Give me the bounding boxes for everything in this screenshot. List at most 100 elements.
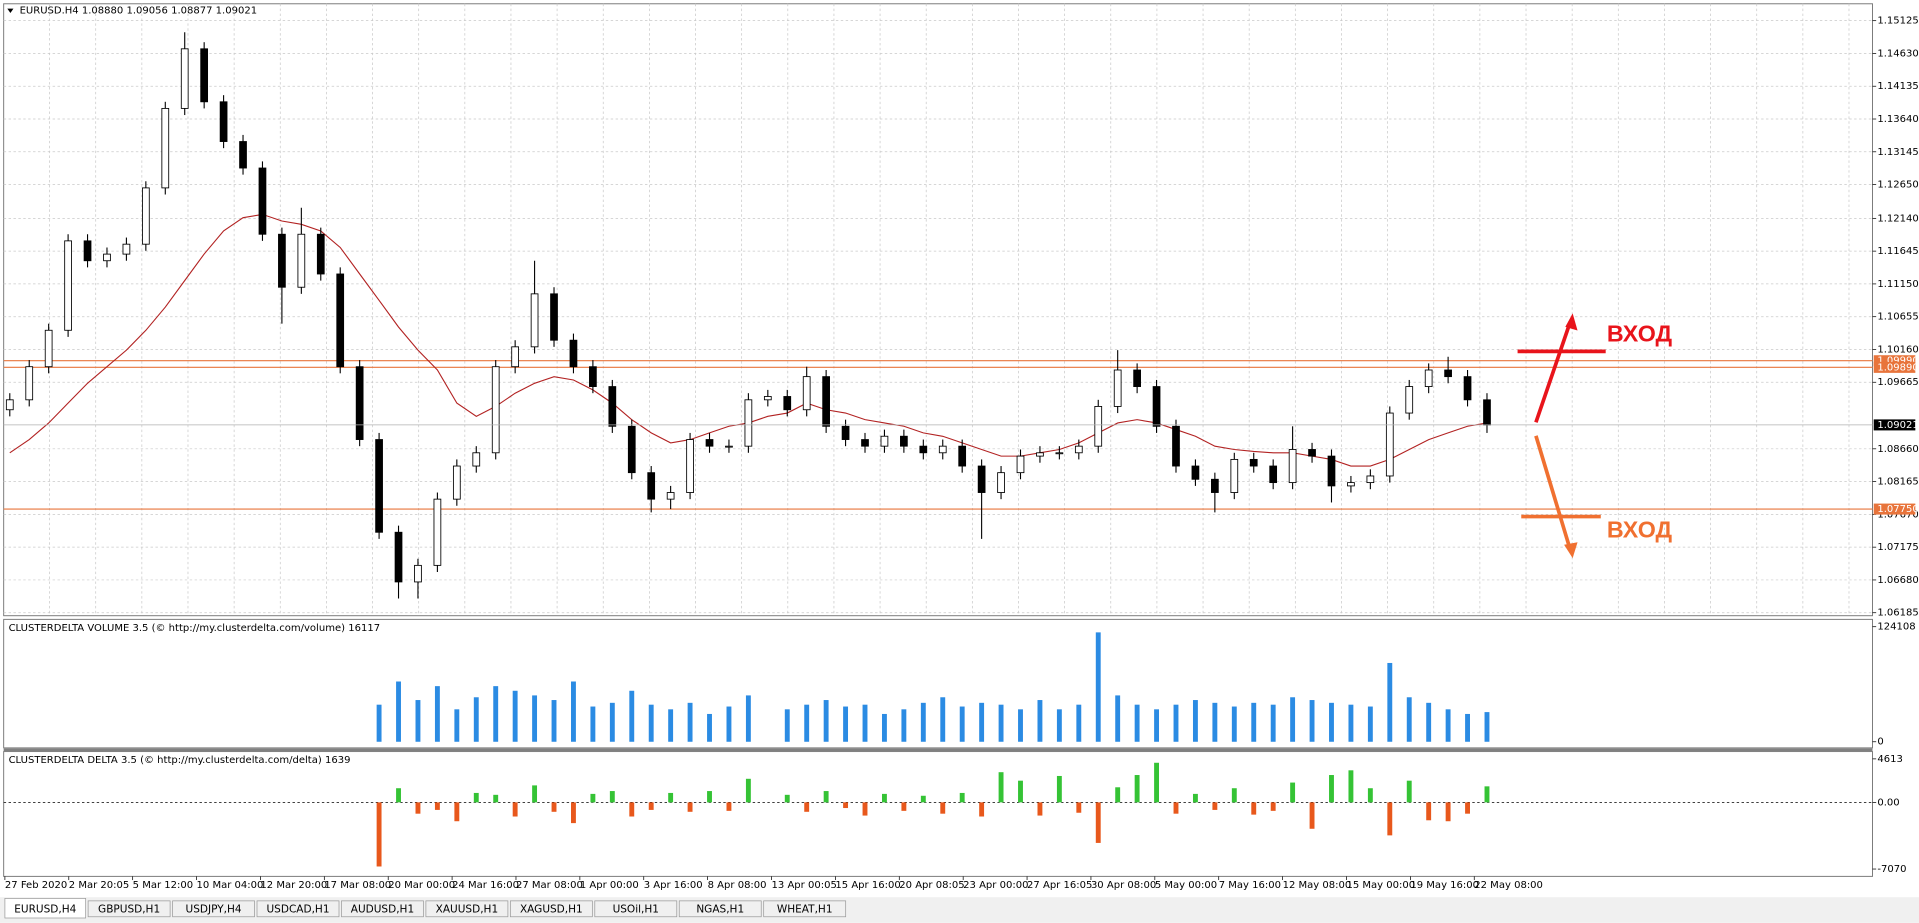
indicator-bar	[648, 704, 654, 742]
candle-body	[919, 445, 928, 454]
indicator-bar	[804, 802, 810, 812]
indicator-bar	[1387, 662, 1393, 742]
candle-body	[608, 386, 617, 427]
delta-title: CLUSTERDELTA DELTA 3.5 (© http://my.clus…	[9, 755, 351, 766]
x-tick-label: 3 Apr 16:00	[644, 880, 703, 891]
symbol-tab[interactable]: EURUSD,H4	[4, 898, 87, 919]
y-tick-label: 1.12650	[1877, 180, 1918, 191]
indicator-bar	[1056, 709, 1062, 742]
arrow-head	[1565, 313, 1578, 331]
candle-body	[1191, 465, 1200, 480]
indicator-bar	[1173, 802, 1179, 814]
indicator-bar	[784, 709, 790, 742]
candle-body	[1424, 369, 1433, 387]
indicator-bar	[1115, 695, 1121, 742]
indicator-bar	[590, 706, 596, 742]
indicator-bar	[1445, 709, 1451, 742]
x-tick-label: 17 Mar 08:00	[324, 880, 391, 891]
candle-body	[705, 439, 714, 447]
indicator-bar	[823, 700, 829, 742]
tab-background	[172, 900, 255, 918]
candle-body	[802, 376, 811, 411]
symbol-tab[interactable]: USOil,H1	[594, 900, 678, 918]
indicator-bar	[1134, 775, 1140, 803]
y-tick-label: 1.07175	[1877, 542, 1918, 553]
indicator-bar	[920, 795, 926, 803]
indicator-bar	[1484, 712, 1490, 742]
indicator-bar	[1076, 802, 1082, 813]
x-tick-label: 5 Mar 12:00	[133, 880, 194, 891]
indicator-bar	[376, 802, 382, 867]
symbol-tab[interactable]: WHEAT,H1	[763, 900, 847, 918]
indicator-bar	[532, 785, 538, 803]
indicator-bar	[920, 702, 926, 742]
indicator-bar	[1309, 802, 1315, 829]
indicator-bar	[1406, 697, 1412, 742]
collapse-icon	[7, 8, 14, 13]
candle-body	[433, 498, 442, 566]
symbol-tab[interactable]: USDJPY,H4	[172, 900, 255, 918]
symbol-tab[interactable]: XAUUSD,H1	[425, 900, 509, 918]
y-tick-label: 1.11150	[1877, 279, 1918, 290]
candle-body	[1016, 455, 1025, 474]
indicator-bar	[629, 690, 635, 742]
x-tick-label: 27 Mar 08:00	[516, 880, 583, 891]
candle-body	[589, 366, 597, 387]
indicator-bar	[979, 802, 985, 817]
candle-body	[1249, 458, 1258, 467]
indicator-bar	[590, 793, 596, 803]
candle-body	[219, 101, 228, 142]
candle-body	[1152, 386, 1161, 427]
symbol-tab[interactable]: XAGUSD,H1	[509, 900, 593, 918]
price-level-tag	[1873, 361, 1916, 373]
y-tick-label: 0	[1877, 737, 1883, 748]
entry-arrow	[1534, 435, 1572, 551]
symbol-tab[interactable]: NGAS,H1	[678, 900, 762, 918]
indicator-bar	[1231, 788, 1237, 803]
tab-background	[594, 900, 678, 918]
indicator-bar	[1231, 706, 1237, 742]
chart-info: EURUSD.H4 1.08880 1.09056 1.08877 1.0902…	[20, 6, 258, 17]
tab-label: USDCAD,H1	[266, 903, 329, 915]
indicator-bar	[998, 704, 1004, 742]
candle-body	[1074, 445, 1083, 454]
y-tick-label: 1.06185	[1877, 608, 1918, 619]
symbol-tab[interactable]: AUDUSD,H1	[341, 900, 424, 918]
symbol-tab[interactable]: USDCAD,H1	[256, 900, 340, 918]
y-tick-label: 1.13640	[1877, 114, 1918, 125]
indicator-bar	[454, 802, 460, 822]
candle-body	[491, 366, 500, 454]
candle-body	[997, 472, 1005, 493]
x-tick-label: 20 Apr 08:05	[899, 880, 964, 891]
arrow-head	[1564, 542, 1578, 559]
volume-panel-frame	[3, 618, 1873, 749]
indicator-bar	[707, 791, 712, 803]
indicator-bar	[1426, 802, 1432, 821]
indicator-bar	[1018, 709, 1023, 742]
x-tick-label: 15 Apr 16:00	[835, 880, 900, 891]
candle-body	[1483, 399, 1491, 426]
y-tick-label: -7070	[1877, 864, 1906, 875]
indicator-bar	[415, 700, 421, 742]
symbol-tab[interactable]: GBPUSD,H1	[87, 900, 171, 918]
candle-body	[569, 339, 578, 368]
tab-label: XAGUSD,H1	[520, 903, 583, 915]
indicator-bar	[940, 802, 946, 814]
x-tick-label: 8 Apr 08:00	[708, 880, 767, 891]
candle-body	[861, 439, 869, 447]
indicator-bar	[473, 697, 479, 742]
price-level-label: 1.09890	[1877, 362, 1918, 373]
indicator-bar	[551, 802, 557, 812]
tab-label: USOil,H1	[613, 903, 659, 915]
candle-body	[1133, 369, 1141, 387]
x-tick-label: 27 Feb 2020	[5, 880, 67, 891]
y-tick-label: 1.10160	[1877, 344, 1918, 355]
tab-background	[4, 898, 87, 919]
x-tick-label: 20 Mar 00:00	[388, 880, 455, 891]
indicator-bar	[881, 713, 887, 742]
candle-body	[394, 531, 403, 583]
indicator-bar	[1212, 802, 1218, 810]
candle-body	[258, 167, 267, 235]
candle-body	[1288, 449, 1297, 484]
x-tick-label: 27 Apr 16:05	[1027, 880, 1092, 891]
